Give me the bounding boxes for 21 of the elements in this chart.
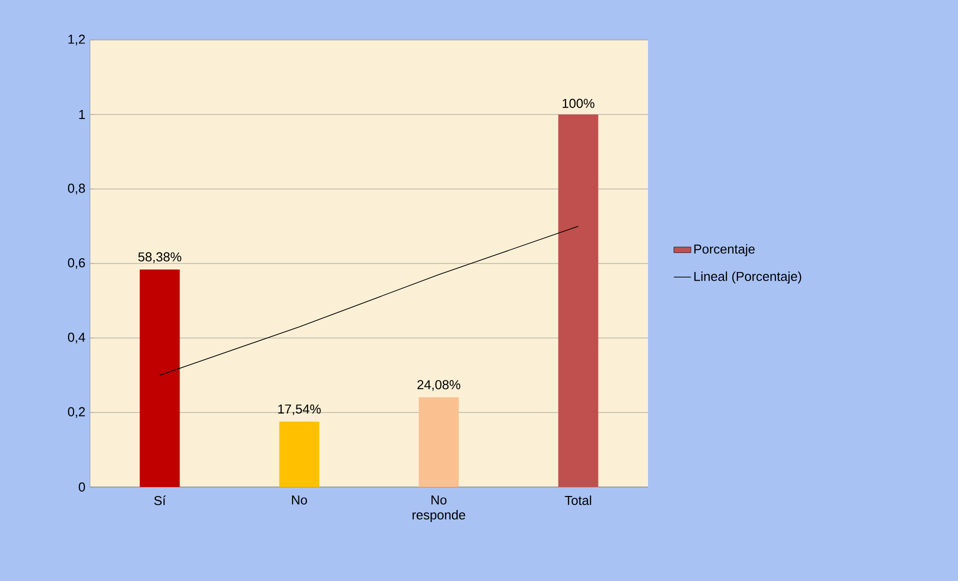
bar <box>418 397 459 487</box>
bar <box>140 270 180 487</box>
x-tick-label: Total <box>564 496 592 506</box>
y-tick-label: 0,4 <box>68 332 86 344</box>
bar <box>279 422 320 487</box>
bar <box>558 114 598 487</box>
y-tick-label: 1,2 <box>68 34 85 46</box>
data-label: 100% <box>562 98 594 108</box>
y-tick-label: 0,2 <box>68 407 85 418</box>
data-label: 58,38% <box>138 252 182 264</box>
x-tick-label: Sí <box>154 496 166 506</box>
data-label: 24,08% <box>417 380 460 391</box>
x-tick-label: No responde <box>412 496 466 522</box>
legend-label: Porcentaje <box>694 244 755 256</box>
data-label: 17,54% <box>278 404 321 416</box>
y-tick-label: 1 <box>79 110 85 119</box>
y-tick-label: 0,6 <box>68 258 85 269</box>
legend-label: Lineal (Porcentaje) <box>694 271 802 284</box>
x-tick-label: No <box>292 496 307 505</box>
y-tick-label: 0 <box>78 482 85 492</box>
y-tick-label: 0,8 <box>68 184 85 194</box>
